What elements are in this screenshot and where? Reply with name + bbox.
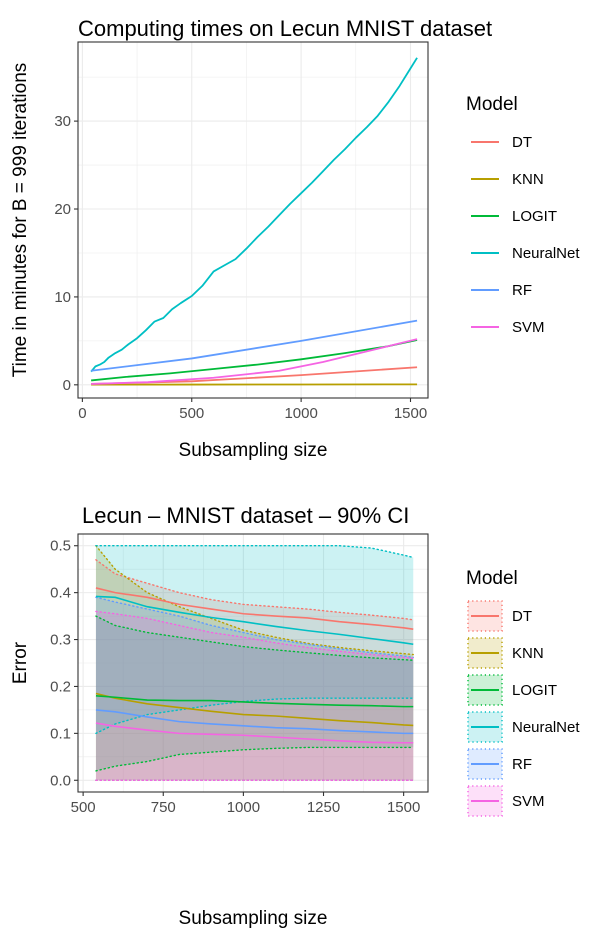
ci-bound-upper-rf (95, 596, 414, 659)
ci-bound-lower-logit (95, 746, 414, 772)
chart-panel-1: 0 500 1000 1500 0 10 20 30 Computing times on Le… (10, 16, 580, 461)
series-line-rf (95, 709, 414, 735)
x-tick-label: 1250 (307, 799, 340, 816)
y-axis-label: Time in minutes for B = 999 iterations (10, 63, 31, 378)
series-line-logit (95, 695, 414, 708)
legend-title: Model (466, 94, 518, 115)
legend-label: NeuralNet (512, 719, 580, 736)
y-tick-label: 0.5 (50, 538, 71, 555)
series-line-neuralnet (90, 57, 418, 373)
legend-label: DT (512, 608, 532, 625)
x-axis-label: Subsampling size (179, 908, 328, 929)
chart-title: Computing times on Lecun MNIST dataset (78, 16, 492, 41)
legend-label: SVM (512, 319, 545, 336)
ci-band-rf (95, 597, 414, 781)
y-tick-label: 0 (63, 377, 71, 394)
legend-label: KNN (512, 171, 544, 188)
ci-bound-upper-knn (95, 545, 414, 656)
plot-border (77, 41, 429, 399)
y-tick-label: 0.3 (50, 632, 71, 649)
legend-label: RF (512, 282, 532, 299)
y-tick-label: 30 (54, 113, 71, 130)
series-line-rf (91, 319, 418, 372)
legend-label: SVM (512, 793, 545, 810)
axes: 500 750 1000 1250 1500 0.0 0.1 0.2 0.3 0.4 0.5 (50, 538, 420, 816)
data-layer (90, 57, 418, 386)
ci-bound-upper-dt (95, 559, 414, 621)
x-axis-label: Subsampling size (179, 440, 328, 461)
ci-bound-upper-svm (95, 610, 414, 660)
plot-background (78, 42, 428, 398)
legend-label: LOGIT (512, 682, 557, 699)
ci-bound-lower-neuralnet (95, 697, 414, 735)
x-tick-label: 1500 (387, 799, 420, 816)
x-tick-label: 750 (151, 799, 176, 816)
x-tick-label: 500 (71, 799, 96, 816)
y-tick-label: 20 (54, 201, 71, 218)
y-tick-label: 0.4 (50, 585, 71, 602)
legend-label: KNN (512, 645, 544, 662)
gridlines (78, 42, 428, 398)
legend-label: RF (512, 756, 532, 773)
series-line-logit (91, 339, 418, 382)
ci-bound-upper-logit (95, 615, 414, 661)
legend: Model DT KNN LOGIT NeuralNet RF SVM (466, 568, 580, 817)
legend-title: Model (466, 568, 518, 589)
legend-label: NeuralNet (512, 245, 580, 262)
x-tick-label: 1500 (394, 405, 427, 422)
x-tick-label: 1000 (227, 799, 260, 816)
series-line-svm (95, 722, 414, 744)
legend-label: DT (512, 134, 532, 151)
y-tick-label: 10 (54, 289, 71, 306)
plot-border (77, 533, 429, 793)
y-axis-label: Error (10, 641, 31, 684)
x-tick-label: 500 (179, 405, 204, 422)
legend: Model DT KNN LOGIT NeuralNet RF SVM (466, 94, 580, 336)
series-line-svm (91, 338, 418, 385)
ci-bound-upper-neuralnet (95, 545, 414, 559)
series-line-knn (95, 692, 414, 727)
ci-band-svm (95, 611, 414, 781)
legend-label: LOGIT (512, 208, 557, 225)
chart-title: Lecun – MNIST dataset – 90% CI (82, 503, 409, 528)
data-layer (95, 545, 414, 781)
y-tick-label: 0.1 (50, 725, 71, 742)
series-line-neuralnet (95, 595, 414, 646)
y-tick-label: 0.2 (50, 678, 71, 695)
x-tick-label: 0 (78, 405, 86, 422)
x-tick-label: 1000 (284, 405, 317, 422)
axes: 0 500 1000 1500 0 10 20 30 (54, 113, 427, 422)
chart-panel-2: 500 750 1000 1250 1500 0.0 0.1 0.2 0.3 0.4 0.5 Lecu… (10, 503, 580, 929)
y-tick-label: 0.0 (50, 772, 71, 789)
series-line-dt (95, 587, 414, 631)
